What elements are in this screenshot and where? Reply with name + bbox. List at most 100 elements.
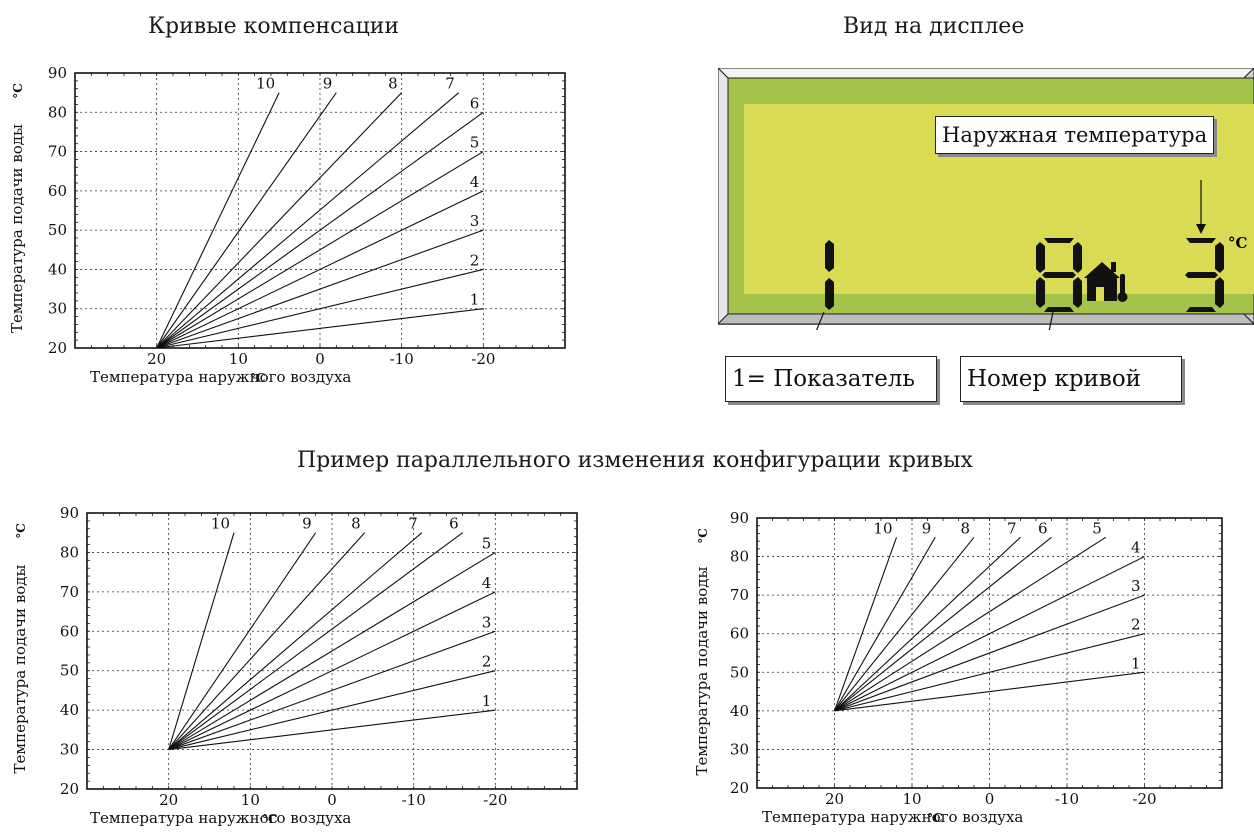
x-tick-label: 0 [315,350,325,368]
display-heading: Вид на дисплее [843,14,1025,39]
x-axis-title: Температура наружного воздуха [90,809,351,827]
temp-digit [1185,238,1224,312]
curve-number-callout: Номер кривой [960,356,1182,402]
curve-label-6: 6 [1038,519,1048,537]
curve-line-7 [834,536,1021,712]
curve-line-10 [156,92,280,349]
x-axis-unit: °C [927,811,943,825]
plot-frame [756,517,1223,789]
curve-line-7 [156,92,460,349]
x-tick-label: 10 [241,791,260,809]
y-tick-label: 80 [730,548,749,566]
y-axis-unit: °C [696,528,710,544]
x-axis-title: Температура наружного воздуха [90,368,351,386]
y-axis-title: Температура подачи воды [693,566,711,775]
curve-label-3: 3 [470,212,480,230]
curve-label-8: 8 [351,515,361,533]
curve-line-6 [156,111,484,349]
y-tick-label: 20 [48,339,67,357]
temp-unit: °C [1228,234,1248,252]
curve-label-1: 1 [482,692,492,710]
curve-label-6: 6 [470,94,480,112]
x-tick-label: 20 [825,790,844,808]
y-axis-title: Температура подачи воды [11,564,29,773]
curve-line-1 [156,308,484,349]
curve-label-7: 7 [1007,519,1017,537]
curve-line-3 [156,229,484,349]
curve-label-10: 10 [873,519,892,537]
y-tick-label: 80 [48,103,67,121]
y-tick-label: 20 [730,779,749,797]
y-tick-label: 90 [60,504,79,522]
y-tick-label: 20 [60,780,79,798]
curves-heading: Кривые компенсации [148,14,400,39]
y-tick-label: 80 [60,543,79,561]
y-axis-title: Температура подачи воды [8,124,26,333]
curve-label-1: 1 [470,291,480,309]
y-tick-label: 60 [60,622,79,640]
curve-line-2 [168,670,496,751]
curve-line-1 [834,671,1145,712]
house-thermometer-icon [1084,262,1128,302]
x-tick-label: -20 [1132,790,1156,808]
index-digit [825,240,834,310]
curve-label-2: 2 [1131,616,1141,634]
x-tick-label: 0 [985,790,995,808]
curve-label-10: 10 [256,75,275,93]
x-tick-label: -10 [402,791,426,809]
x-axis-unit: °C [250,371,266,385]
y-tick-label: 50 [48,221,67,239]
x-tick-label: -10 [1055,790,1079,808]
curve-label-9: 9 [302,515,312,533]
outdoor-temp-callout: Наружная температура [935,116,1215,154]
curve-label-2: 2 [482,653,492,671]
curve-line-4 [156,190,484,349]
x-axis-title: Температура наружного воздуха [762,808,1023,826]
curve-label-4: 4 [1131,539,1141,557]
y-tick-label: 90 [730,509,749,527]
curve-label-3: 3 [1131,577,1141,595]
curve-label-10: 10 [211,515,230,533]
curve-line-8 [168,532,366,750]
y-tick-label: 70 [48,143,67,161]
x-tick-label: 20 [147,350,166,368]
curve-line-2 [834,633,1145,712]
curve-line-10 [168,532,235,750]
x-tick-label: -20 [471,350,495,368]
curve-label-5: 5 [1092,519,1102,537]
x-tick-label: 0 [327,791,337,809]
x-tick-label: 10 [902,790,921,808]
outdoor-arrowhead [1196,224,1206,234]
curve-line-2 [156,268,484,349]
curve-label-5: 5 [470,134,480,152]
curve-label-7: 7 [445,75,455,93]
y-tick-label: 50 [60,662,79,680]
lcd-display: °C [716,66,1254,357]
example-heading: Пример параллельного изменения конфигура… [297,448,973,473]
curve-line-3 [834,594,1145,712]
curve-label-9: 9 [323,75,333,93]
y-axis-unit: °C [14,523,28,539]
y-tick-label: 40 [730,702,749,720]
curve-line-5 [156,151,484,349]
curve-line-9 [834,537,936,712]
lcd-display-svg: °C [716,66,1254,357]
curve-label-6: 6 [449,515,459,533]
curve-line-7 [168,532,423,750]
curve-label-1: 1 [1131,654,1141,672]
y-tick-label: 70 [730,586,749,604]
x-tick-label: 20 [159,791,178,809]
curve-digit [1036,238,1082,312]
x-axis-unit: °C [262,812,278,826]
index-callout: 1= Показатель [725,356,937,402]
curve-line-6 [834,536,1052,712]
shifted-curves-chart-40: 20 30 40 50 60 70 80 90 20 10 0 -10 -20 1 2 3 4 5 6 7 8 9 10 Те… [682,505,1254,833]
compensation-curves-chart: 20 30 40 50 60 70 80 90 20 10 0 -10 -20 1 2 3 4 5 6 7 8 9 10 Те… [0,60,580,405]
curve-label-5: 5 [482,534,492,552]
curve-label-8: 8 [388,75,398,93]
curve-line-4 [834,556,1145,712]
y-tick-label: 60 [730,625,749,643]
y-tick-label: 70 [60,583,79,601]
